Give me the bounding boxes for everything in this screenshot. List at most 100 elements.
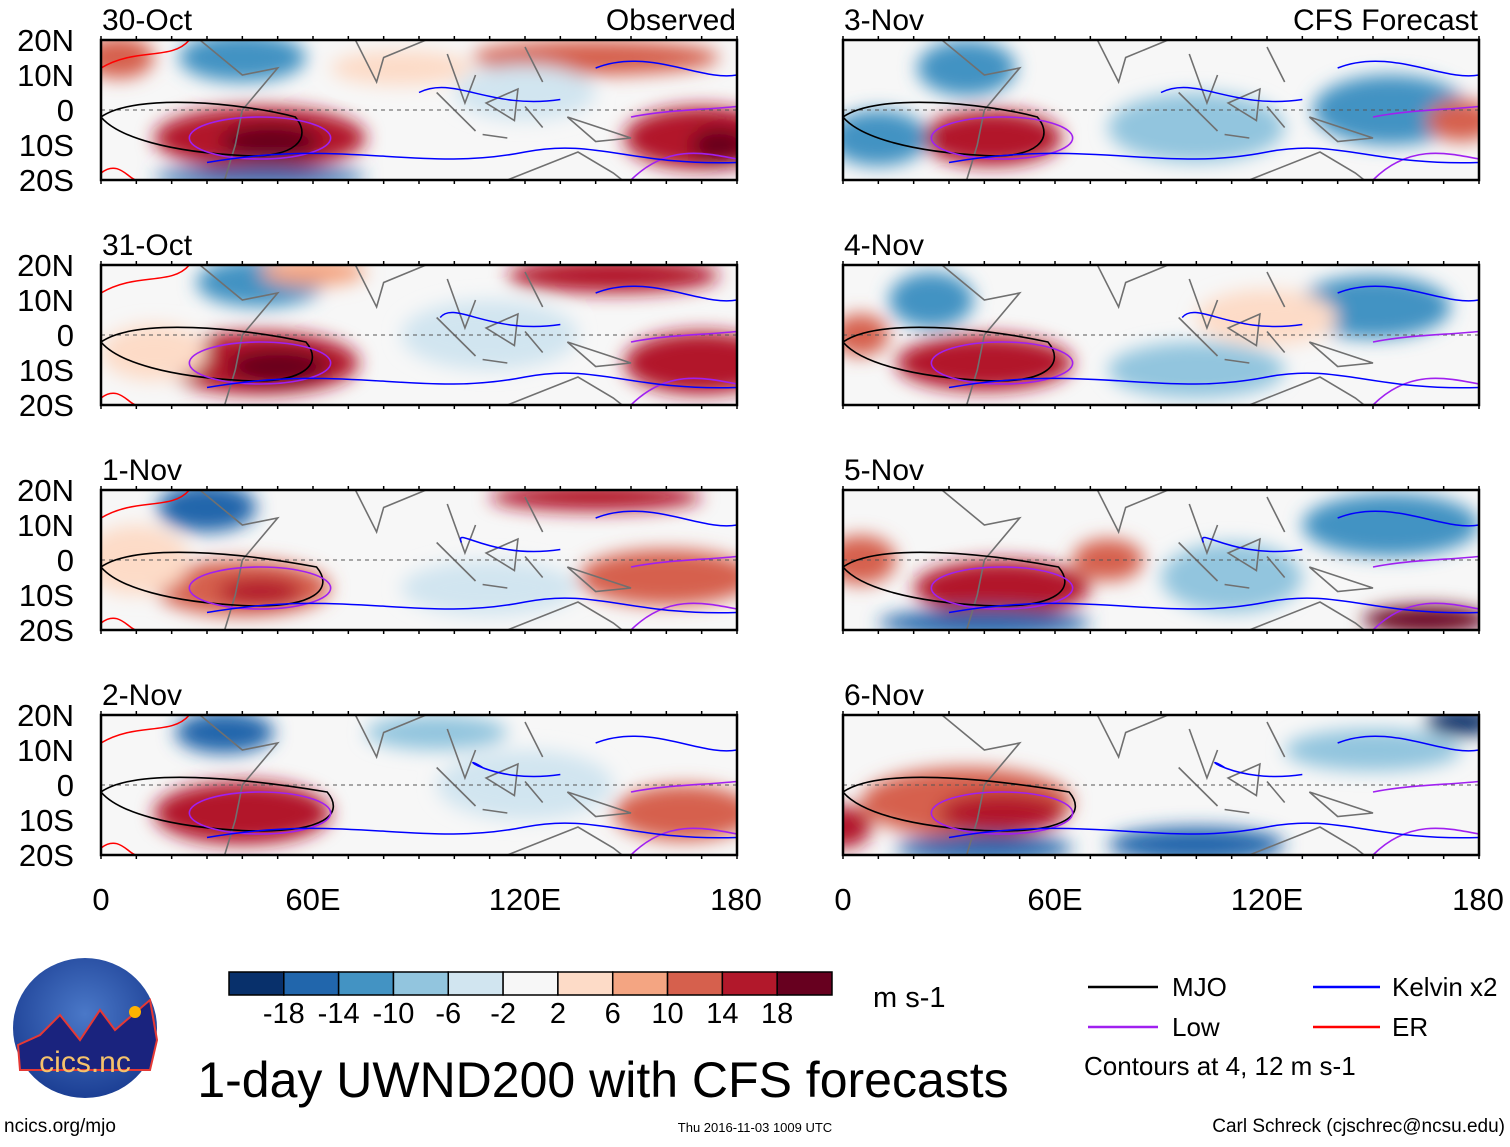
wind-anomaly-shading [101, 525, 190, 595]
panel-date: 5-Nov [844, 454, 924, 487]
wind-anomaly-shading [1284, 729, 1462, 771]
lat-tick: 10S [19, 803, 74, 838]
map-panel: 6-Nov [841, 679, 1481, 859]
map-panels: 30-Oct20N10N010S20S31-Oct20N10N010S20S1-… [17, 4, 1481, 873]
logo-text: cics.nc [39, 1046, 131, 1079]
lat-tick: 10N [17, 58, 74, 93]
footer-url[interactable]: ncics.org/mjo [4, 1116, 116, 1137]
wind-anomaly-shading [366, 715, 508, 750]
lat-tick: 0 [57, 93, 74, 128]
colorbar-swatch [611, 971, 669, 996]
lat-tick: 0 [57, 318, 74, 353]
coastlines [199, 490, 632, 630]
wind-anomaly-shading [613, 785, 737, 841]
wind-anomaly-shading [175, 715, 275, 754]
lon-tick: 120E [489, 882, 561, 917]
wind-anomaly-shading [507, 265, 720, 293]
low-contour [630, 330, 737, 405]
wind-anomaly-shading [217, 577, 303, 606]
wind-anomaly-shading [1426, 715, 1479, 736]
wind-anomaly-shading [878, 609, 1091, 630]
low-contour [188, 566, 332, 610]
legend-label-kelvin: Kelvin x2 [1392, 972, 1498, 1002]
coastlines [941, 715, 1374, 855]
colorbar-label: -2 [490, 998, 516, 1030]
colorbar-label: 6 [605, 998, 621, 1030]
figure-title: 1-day UWND200 with CFS forecasts [197, 1052, 1008, 1108]
wind-anomaly-shading [260, 265, 366, 286]
wind-anomaly-shading [917, 40, 1017, 96]
wind-anomaly-shading [578, 549, 737, 606]
coastlines [941, 265, 1374, 405]
colorbar-swatch [776, 971, 833, 996]
kelvin-contour [948, 60, 1479, 164]
lon-tick: 0 [92, 882, 109, 917]
wind-anomaly-shading [1161, 542, 1303, 613]
colorbar-swatch [721, 971, 778, 996]
wind-anomaly-shading [228, 349, 328, 384]
panel-date: 1-Nov [102, 454, 182, 487]
lon-axis-right: 0 60E 120E 180 [834, 882, 1503, 917]
low-contour [1372, 105, 1479, 180]
wind-anomaly-shading [913, 560, 1091, 616]
lat-tick: 20S [19, 163, 74, 198]
low-contour [630, 105, 737, 180]
wind-anomaly-shading [938, 792, 1066, 834]
wind-anomaly-shading [843, 314, 889, 356]
colorbar-label: 10 [651, 998, 683, 1030]
colorbar-swatch [392, 971, 450, 996]
colorbar-swatch [666, 971, 724, 996]
low-contour [1372, 555, 1479, 630]
wind-anomaly-shading [401, 300, 578, 370]
colorbar-label: 14 [706, 998, 738, 1030]
kelvin-contour [948, 285, 1479, 389]
wind-anomaly-shading [1362, 605, 1479, 630]
map-panel: 3-Nov [841, 4, 1481, 184]
coastlines [199, 715, 632, 855]
mjo-contour [843, 101, 1045, 157]
lat-tick: 20N [17, 23, 74, 58]
coastlines [941, 490, 1374, 630]
wind-anomaly-shading [691, 127, 737, 163]
wind-anomaly-shading [1196, 289, 1338, 346]
colorbar-label: 18 [761, 998, 793, 1030]
wind-anomaly-shading [896, 834, 1073, 855]
colorbar-swatch [228, 971, 285, 996]
wind-anomaly-shading [157, 490, 257, 532]
wind-anomaly-shading [1108, 827, 1285, 855]
colorbar-label: -18 [263, 998, 305, 1030]
coastlines [199, 265, 632, 405]
wind-anomaly-shading [843, 110, 928, 166]
lat-tick: 20N [17, 473, 74, 508]
low-contour [1372, 780, 1479, 855]
lon-tick: 120E [1231, 882, 1303, 917]
legend-label-mjo: MJO [1172, 972, 1227, 1002]
wind-anomaly-shading [154, 166, 366, 180]
colorbar-swatch [283, 971, 340, 996]
lat-tick: 20N [17, 698, 74, 733]
coastlines [941, 40, 1374, 180]
lon-axis-left: 0 60E 120E 180 [92, 882, 761, 917]
low-contour [1372, 330, 1479, 405]
wind-anomaly-shading [1426, 99, 1479, 142]
lat-tick: 20N [17, 248, 74, 283]
lat-tick: 10N [17, 508, 74, 543]
lat-tick: 20S [19, 613, 74, 648]
colorbar-swatch [502, 971, 559, 996]
panel-date: 6-Nov [844, 679, 924, 712]
cics-logo: cics.nc [13, 958, 159, 1098]
colorbar-label: -10 [372, 998, 414, 1030]
colorbar-swatch [447, 971, 504, 996]
lon-tick: 180 [1452, 882, 1504, 917]
footer-timestamp: Thu 2016-11-03 1009 UTC [678, 1120, 832, 1135]
kelvin-contour [206, 735, 737, 839]
kelvin-contour [206, 60, 737, 164]
mjo-contour [843, 551, 1066, 607]
kelvin-contour [206, 510, 737, 614]
colorbar-units: m s-1 [873, 982, 946, 1014]
low-contour [930, 566, 1074, 610]
low-contour [188, 116, 332, 160]
